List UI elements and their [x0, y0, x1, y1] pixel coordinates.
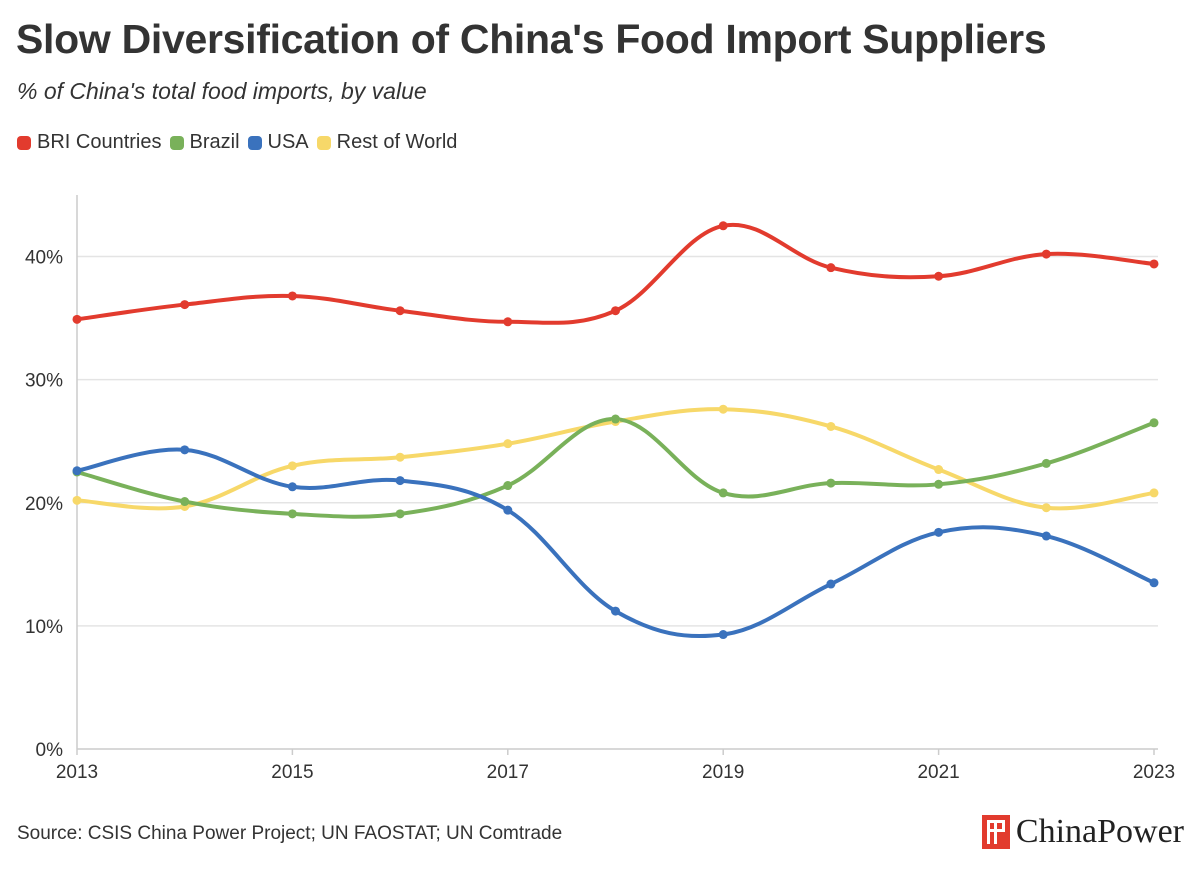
data-point-rest-of-world-2022[interactable]	[1041, 503, 1051, 513]
data-point-rest-of-world-2015[interactable]	[287, 461, 297, 471]
data-point-bri-countries-2023[interactable]	[1149, 259, 1159, 269]
data-point-usa-2014[interactable]	[180, 445, 190, 455]
brand[interactable]: ChinaPower	[981, 813, 1184, 851]
data-point-brazil-2015[interactable]	[287, 509, 297, 519]
data-point-brazil-2022[interactable]	[1041, 458, 1051, 468]
x-tick-label: 2019	[702, 762, 744, 783]
legend-swatch-usa	[247, 135, 262, 150]
data-point-bri-countries-2013[interactable]	[72, 314, 82, 324]
tick-labels: 0% 10% 20% 30% 40% 2013 2015 2017 2019 2021 2023	[25, 248, 1175, 783]
line-chart: 0% 10% 20% 30% 40% 2013 2015 2017 2019 2021 2023	[25, 195, 1175, 783]
chart-title: Slow Diversification of China's Food Imp…	[16, 16, 1047, 62]
y-tick-label: 40%	[25, 248, 63, 269]
series-points	[72, 221, 1159, 640]
data-point-bri-countries-2017[interactable]	[503, 317, 513, 327]
legend-swatch-brazil	[169, 135, 184, 150]
data-point-rest-of-world-2016[interactable]	[395, 452, 405, 462]
legend-item-brazil[interactable]: Brazil	[169, 131, 240, 154]
data-point-usa-2020[interactable]	[826, 579, 836, 589]
chart-subtitle: % of China's total food imports, by valu…	[17, 78, 427, 104]
x-tick-label: 2021	[917, 762, 959, 783]
data-point-brazil-2021[interactable]	[934, 479, 944, 489]
data-point-brazil-2018[interactable]	[611, 414, 620, 424]
y-tick-label: 30%	[25, 371, 63, 392]
x-tick-label: 2015	[271, 762, 313, 783]
data-point-bri-countries-2020[interactable]	[826, 263, 836, 273]
data-point-usa-2016[interactable]	[395, 476, 405, 486]
legend-item-rest-of-world[interactable]: Rest of World	[316, 131, 458, 154]
data-point-bri-countries-2014[interactable]	[180, 300, 190, 310]
data-point-brazil-2017[interactable]	[503, 481, 513, 491]
source-note: Source: CSIS China Power Project; UN FAO…	[17, 823, 563, 844]
data-point-rest-of-world-2019[interactable]	[718, 404, 728, 414]
data-point-bri-countries-2022[interactable]	[1041, 249, 1051, 259]
legend-label-brazil: Brazil	[189, 131, 240, 153]
x-tick-label: 2013	[56, 762, 98, 783]
gridlines	[77, 255, 1158, 627]
chart-legend: BRI Countries Brazil USA Rest of World	[17, 131, 465, 154]
y-tick-label: 0%	[36, 740, 64, 761]
data-point-bri-countries-2016[interactable]	[395, 306, 405, 316]
y-tick-label: 20%	[25, 494, 63, 515]
data-point-usa-2023[interactable]	[1149, 578, 1159, 588]
data-point-rest-of-world-2017[interactable]	[503, 439, 513, 449]
series-line-bri-countries[interactable]	[75, 222, 1156, 325]
chinapower-logo-icon	[981, 815, 1010, 849]
data-point-bri-countries-2018[interactable]	[611, 306, 620, 316]
x-tick-label: 2023	[1133, 762, 1175, 783]
data-point-bri-countries-2015[interactable]	[287, 291, 297, 301]
legend-label-rest-of-world: Rest of World	[336, 131, 458, 153]
y-tick-label: 10%	[25, 617, 63, 638]
legend-swatch-bri	[17, 135, 31, 150]
data-point-bri-countries-2019[interactable]	[718, 221, 728, 231]
data-point-brazil-2020[interactable]	[826, 478, 836, 488]
data-point-usa-2018[interactable]	[611, 606, 620, 616]
brand-name: ChinaPower	[1015, 813, 1184, 850]
data-point-usa-2015[interactable]	[287, 482, 297, 492]
data-point-rest-of-world-2023[interactable]	[1149, 488, 1159, 498]
legend-item-bri[interactable]: BRI Countries	[17, 131, 162, 154]
data-point-rest-of-world-2013[interactable]	[72, 495, 82, 505]
data-point-usa-2017[interactable]	[503, 505, 513, 515]
data-point-usa-2021[interactable]	[934, 527, 944, 537]
series-lines	[75, 222, 1156, 639]
x-tick-label: 2017	[487, 762, 529, 783]
data-point-brazil-2023[interactable]	[1149, 418, 1159, 428]
data-point-usa-2019[interactable]	[718, 630, 728, 640]
data-point-brazil-2019[interactable]	[718, 488, 728, 498]
legend-swatch-rest-of-world	[316, 135, 331, 150]
data-point-brazil-2014[interactable]	[180, 497, 190, 507]
legend-label-usa: USA	[267, 131, 309, 153]
data-point-rest-of-world-2021[interactable]	[934, 465, 944, 475]
data-point-usa-2022[interactable]	[1041, 531, 1051, 541]
data-point-rest-of-world-2020[interactable]	[826, 421, 836, 431]
legend-label-bri: BRI Countries	[37, 131, 162, 153]
data-point-brazil-2016[interactable]	[395, 509, 405, 519]
legend-item-usa[interactable]: USA	[247, 131, 309, 154]
data-point-usa-2013[interactable]	[72, 466, 82, 476]
data-point-bri-countries-2021[interactable]	[934, 271, 944, 281]
